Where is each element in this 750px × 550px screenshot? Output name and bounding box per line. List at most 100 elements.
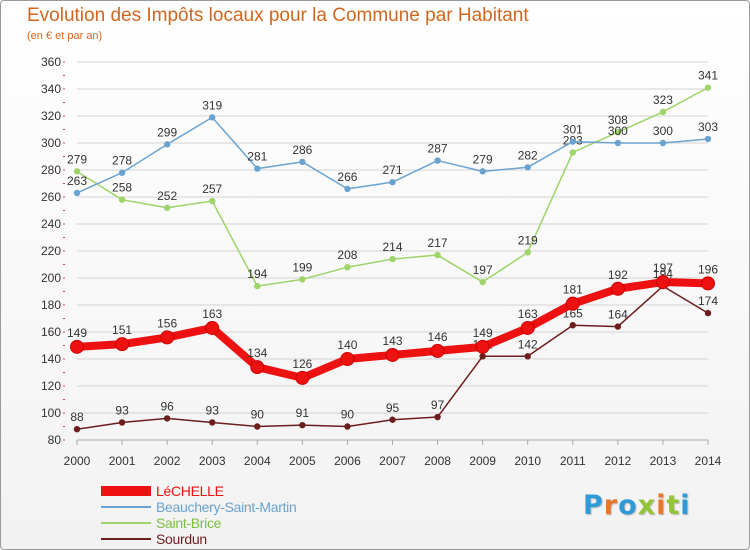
data-label-beauchery-saint-martin: 319	[202, 98, 222, 112]
data-point-beauchery-saint-martin	[524, 164, 531, 171]
data-label-l-chelle: 149	[473, 326, 493, 340]
logo-letter: P	[583, 490, 604, 521]
data-point-saint-brice	[479, 278, 486, 286]
y-tick-label: 260	[41, 190, 61, 204]
data-label-l-chelle: 181	[563, 283, 583, 297]
data-point-l-chelle	[520, 320, 535, 335]
data-point-sourdun	[254, 423, 261, 430]
data-point-beauchery-saint-martin	[614, 139, 622, 147]
data-label-l-chelle: 196	[698, 262, 718, 276]
data-point-saint-brice	[569, 149, 576, 156]
logo-letter: o	[618, 490, 638, 521]
data-point-beauchery-saint-martin	[479, 168, 486, 175]
data-label-sourdun: 164	[608, 308, 628, 322]
data-point-l-chelle	[115, 337, 130, 352]
data-label-saint-brice: 199	[292, 260, 312, 274]
data-point-sourdun	[479, 353, 486, 360]
data-point-sourdun	[209, 419, 216, 426]
data-point-l-chelle	[701, 276, 715, 291]
chart-title: Evolution des Impôts locaux pour la Comm…	[27, 5, 529, 26]
legend-label: Sourdun	[156, 531, 207, 547]
data-label-l-chelle: 149	[67, 326, 87, 340]
data-point-l-chelle	[160, 330, 175, 345]
x-tick-label: 2013	[650, 454, 677, 468]
y-tick-label: 320	[41, 109, 61, 123]
data-label-saint-brice: 214	[382, 240, 402, 254]
data-label-sourdun: 93	[115, 403, 129, 417]
data-point-saint-brice	[344, 264, 351, 271]
data-label-saint-brice: 323	[653, 93, 673, 107]
data-point-beauchery-saint-martin	[299, 158, 306, 166]
legend-label: Saint-Brice	[156, 515, 222, 531]
data-point-l-chelle	[610, 281, 625, 296]
y-tick-label: 220	[41, 244, 61, 258]
data-label-l-chelle: 163	[202, 307, 222, 321]
data-point-sourdun	[704, 309, 712, 317]
y-tick-label: 80	[48, 433, 62, 447]
chart-subtitle: (en € et par an)	[27, 30, 103, 42]
data-point-l-chelle	[385, 347, 400, 362]
data-point-saint-brice	[299, 276, 306, 283]
data-label-saint-brice: 257	[202, 182, 222, 196]
data-label-saint-brice: 308	[608, 113, 628, 127]
data-label-sourdun: 96	[160, 399, 174, 413]
data-label-l-chelle: 192	[608, 268, 628, 282]
y-tick-label: 280	[41, 163, 61, 177]
data-point-l-chelle	[70, 339, 84, 354]
data-point-saint-brice	[659, 108, 667, 116]
data-label-saint-brice: 252	[157, 189, 177, 203]
y-tick-label: 180	[41, 298, 61, 312]
data-point-beauchery-saint-martin	[118, 169, 126, 176]
y-tick-label: 300	[41, 136, 61, 150]
data-label-l-chelle: 156	[157, 316, 177, 330]
data-point-l-chelle	[430, 343, 445, 358]
data-point-saint-brice	[434, 251, 441, 259]
data-label-beauchery-saint-martin: 287	[428, 142, 448, 156]
data-label-sourdun: 142	[518, 337, 538, 351]
x-tick-label: 2010	[514, 454, 541, 468]
data-label-beauchery-saint-martin: 300	[653, 124, 673, 138]
data-point-saint-brice	[614, 129, 622, 136]
data-label-saint-brice: 194	[247, 267, 267, 281]
data-point-saint-brice	[73, 168, 81, 175]
data-label-beauchery-saint-martin: 282	[518, 148, 538, 162]
data-label-l-chelle: 134	[247, 346, 267, 360]
data-label-saint-brice: 208	[337, 248, 357, 262]
y-tick-label: 140	[41, 352, 61, 366]
data-label-beauchery-saint-martin: 299	[157, 125, 177, 139]
data-point-saint-brice	[704, 84, 712, 91]
data-point-beauchery-saint-martin	[389, 178, 396, 186]
x-tick-label: 2000	[64, 454, 91, 468]
logo-letter: t	[666, 490, 681, 521]
data-label-beauchery-saint-martin: 263	[67, 174, 87, 188]
data-label-l-chelle: 140	[337, 338, 357, 352]
data-point-beauchery-saint-martin	[344, 185, 351, 193]
data-label-sourdun: 91	[296, 406, 310, 420]
data-point-sourdun	[344, 423, 351, 430]
data-label-beauchery-saint-martin: 266	[337, 170, 357, 184]
x-tick-label: 2001	[109, 454, 136, 468]
legend-swatch	[101, 506, 151, 508]
x-tick-label: 2008	[424, 454, 451, 468]
data-point-sourdun	[389, 416, 396, 423]
data-label-beauchery-saint-martin: 303	[698, 120, 718, 134]
data-label-beauchery-saint-martin: 286	[292, 143, 312, 157]
data-point-sourdun	[524, 353, 531, 360]
y-tick-label: 100	[41, 406, 61, 420]
x-tick-label: 2012	[605, 454, 632, 468]
data-point-sourdun	[299, 421, 306, 429]
data-point-beauchery-saint-martin	[569, 138, 576, 145]
data-label-beauchery-saint-martin: 278	[112, 154, 132, 168]
data-point-beauchery-saint-martin	[209, 114, 216, 121]
data-point-l-chelle	[565, 296, 580, 311]
y-tick-label: 240	[41, 217, 61, 231]
legend-label: Beauchery-Saint-Martin	[156, 499, 297, 515]
data-point-l-chelle	[340, 352, 355, 366]
data-label-beauchery-saint-martin: 271	[382, 163, 402, 177]
data-point-l-chelle	[475, 339, 490, 354]
data-label-l-chelle: 146	[428, 330, 448, 344]
data-label-saint-brice: 341	[698, 69, 718, 83]
data-label-l-chelle: 151	[112, 323, 132, 337]
